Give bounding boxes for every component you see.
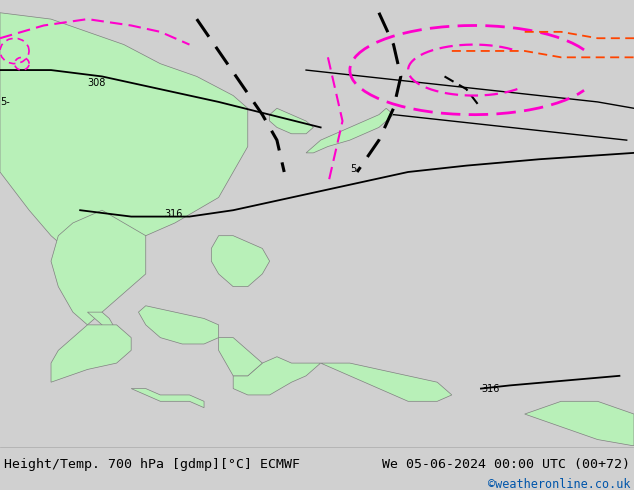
Polygon shape: [525, 401, 634, 446]
Polygon shape: [306, 108, 394, 153]
Text: ©weatheronline.co.uk: ©weatheronline.co.uk: [488, 478, 630, 490]
Polygon shape: [87, 312, 117, 344]
Polygon shape: [233, 357, 321, 395]
Text: 5-: 5-: [350, 164, 359, 174]
Polygon shape: [131, 389, 204, 408]
Polygon shape: [138, 306, 219, 344]
Polygon shape: [219, 338, 262, 376]
Polygon shape: [211, 236, 269, 287]
Polygon shape: [321, 363, 452, 401]
Text: 316: 316: [481, 384, 500, 394]
Polygon shape: [0, 13, 248, 261]
Polygon shape: [269, 108, 313, 134]
Text: 316: 316: [164, 209, 183, 219]
Text: 5-: 5-: [0, 97, 10, 107]
Text: 308: 308: [87, 78, 106, 88]
Text: Height/Temp. 700 hPa [gdmp][°C] ECMWF: Height/Temp. 700 hPa [gdmp][°C] ECMWF: [4, 458, 300, 471]
Polygon shape: [51, 325, 131, 382]
Text: We 05-06-2024 00:00 UTC (00+72): We 05-06-2024 00:00 UTC (00+72): [382, 458, 630, 471]
Polygon shape: [51, 210, 146, 325]
